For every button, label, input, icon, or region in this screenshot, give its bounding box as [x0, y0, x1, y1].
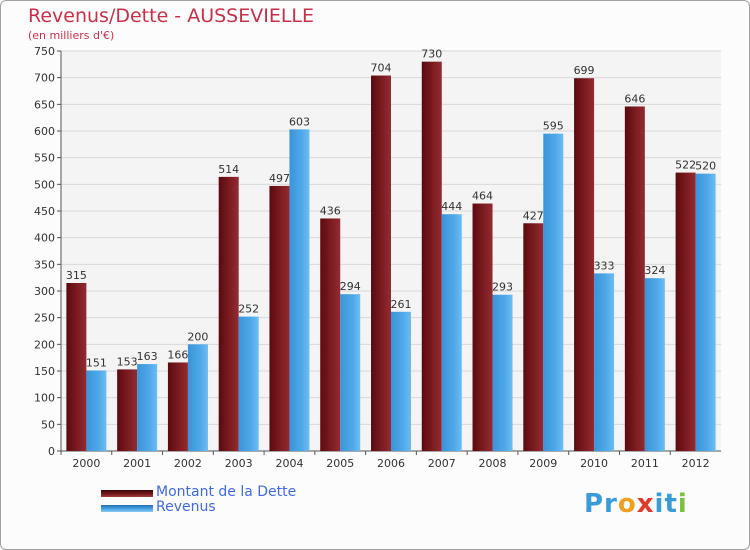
data-label-revenus: 324: [644, 264, 665, 277]
x-tick-label: 2001: [123, 457, 151, 470]
y-tick-label: 50: [41, 418, 55, 431]
bar-dette: [675, 172, 696, 451]
bar-revenus: [340, 294, 361, 451]
x-tick-label: 2002: [174, 457, 202, 470]
data-label-revenus: 252: [238, 303, 259, 316]
bar-revenus: [86, 370, 107, 451]
bar-dette: [574, 78, 595, 451]
bar-dette: [624, 106, 645, 451]
proxiti-logo: Proxiti: [584, 489, 688, 519]
y-tick-label: 400: [34, 232, 55, 245]
y-tick-label: 0: [48, 445, 55, 458]
bar-revenus: [644, 278, 665, 451]
legend-label-revenus: Revenus: [156, 499, 216, 515]
y-tick-label: 300: [34, 285, 55, 298]
bar-dette: [269, 185, 290, 451]
data-label-revenus: 603: [289, 115, 310, 128]
bar-dette: [66, 283, 87, 451]
x-tick-label: 2007: [428, 457, 456, 470]
bar-dette: [117, 369, 138, 451]
data-label-revenus: 595: [543, 120, 564, 133]
data-label-revenus: 261: [391, 298, 412, 311]
x-tick-label: 2004: [275, 457, 303, 470]
data-label-dette: 514: [218, 163, 239, 176]
data-label-dette: 704: [371, 62, 392, 75]
x-tick-label: 2003: [225, 457, 253, 470]
bar-revenus: [441, 214, 462, 451]
y-tick-label: 150: [34, 365, 55, 378]
legend-swatch-dette: [101, 490, 153, 497]
x-tick-label: 2011: [631, 457, 659, 470]
y-tick-label: 650: [34, 98, 55, 111]
data-label-dette: 153: [117, 355, 138, 368]
bar-dette: [523, 223, 544, 451]
data-label-dette: 166: [167, 348, 188, 361]
bar-dette: [421, 61, 442, 452]
x-tick-label: 2010: [580, 457, 608, 470]
legend-swatch-revenus: [101, 505, 153, 512]
data-label-revenus: 293: [492, 281, 513, 294]
bar-revenus: [187, 344, 208, 451]
data-label-dette: 436: [320, 204, 341, 217]
data-label-revenus: 163: [137, 350, 158, 363]
x-tick-label: 2000: [72, 457, 100, 470]
bar-revenus: [137, 364, 158, 451]
y-tick-label: 600: [34, 125, 55, 138]
bar-revenus: [695, 173, 716, 451]
y-tick-label: 200: [34, 338, 55, 351]
bar-revenus: [238, 316, 259, 451]
bar-dette: [371, 75, 391, 452]
x-tick-label: 2009: [529, 457, 557, 470]
data-label-revenus: 200: [187, 330, 208, 343]
y-tick-label: 550: [34, 152, 55, 165]
chart-title: Revenus/Dette - AUSSEVIELLE: [28, 5, 315, 27]
data-label-revenus: 294: [340, 280, 361, 293]
x-tick-label: 2005: [326, 457, 354, 470]
data-label-dette: 730: [421, 48, 442, 61]
y-tick-label: 750: [34, 45, 55, 58]
data-label-revenus: 444: [441, 200, 462, 213]
data-label-dette: 522: [675, 159, 696, 172]
bar-dette: [218, 176, 239, 451]
chart-subtitle: (en milliers d'€): [28, 29, 115, 42]
data-label-revenus: 520: [695, 160, 716, 173]
bar-revenus: [594, 273, 615, 451]
y-tick-label: 250: [34, 312, 55, 325]
bar-dette: [320, 218, 341, 451]
y-tick-label: 100: [34, 392, 55, 405]
legend-label-dette: Montant de la Dette: [156, 484, 297, 500]
data-label-revenus: 151: [86, 356, 107, 369]
data-label-dette: 315: [66, 269, 87, 282]
data-label-dette: 497: [269, 172, 290, 185]
bar-revenus: [391, 311, 411, 451]
y-tick-label: 450: [34, 205, 55, 218]
x-tick-label: 2006: [377, 457, 405, 470]
x-tick-label: 2012: [682, 457, 710, 470]
bar-dette: [167, 362, 188, 451]
bar-revenus: [289, 129, 310, 451]
y-tick-label: 700: [34, 72, 55, 85]
y-tick-label: 500: [34, 178, 55, 191]
data-label-dette: 464: [472, 190, 493, 203]
bar-revenus: [492, 294, 513, 451]
data-label-dette: 427: [523, 209, 544, 222]
y-tick-label: 350: [34, 258, 55, 271]
data-label-dette: 646: [624, 92, 645, 105]
bar-revenus: [543, 133, 564, 451]
data-label-revenus: 333: [594, 259, 615, 272]
bar-dette: [472, 203, 493, 451]
data-label-dette: 699: [574, 64, 595, 77]
x-tick-label: 2008: [479, 457, 507, 470]
